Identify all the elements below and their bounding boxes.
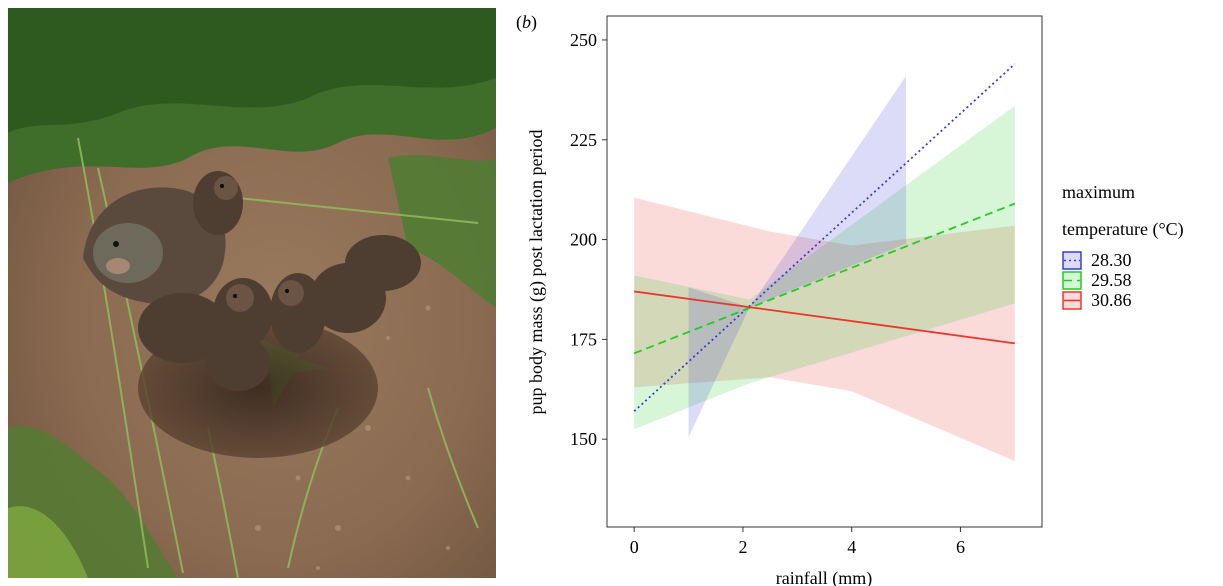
- legend-title-line2: temperature (°C): [1062, 219, 1184, 240]
- panel-b-label: (b): [516, 12, 537, 33]
- y-axis-label: pup body mass (g) post lactation period: [526, 130, 547, 415]
- mongoose-photo: [8, 8, 496, 578]
- ribbon-30-86: [634, 197, 1015, 462]
- x-tick-label: 6: [956, 537, 965, 557]
- x-tick-label: 0: [630, 537, 639, 557]
- legend-title-line1: maximum: [1062, 182, 1135, 202]
- x-tick-label: 4: [847, 537, 856, 557]
- y-tick-label: 150: [570, 429, 597, 449]
- legend-label-29-58: 29.58: [1091, 270, 1132, 290]
- plot-panel: [606, 15, 1043, 528]
- ribbon-29-58: [634, 105, 1015, 430]
- confidence-ribbons: [634, 75, 1015, 462]
- legend-label-28-30: 28.30: [1091, 250, 1132, 270]
- y-tick-label: 250: [570, 30, 597, 50]
- x-tick-label: 2: [738, 537, 747, 557]
- legend-key-28-30: [1062, 251, 1082, 270]
- ribbon-28-30: [688, 75, 907, 438]
- x-axis: 0 2 4 6: [630, 527, 965, 557]
- mongoose-photo-drawing: [8, 8, 496, 578]
- series-lines: [633, 63, 1016, 412]
- y-tick-label: 175: [570, 329, 597, 349]
- x-axis-label: rainfall (mm): [776, 568, 872, 586]
- line-28-30: [633, 63, 1016, 412]
- y-axis: 150 175 200 225 250: [570, 30, 607, 449]
- y-tick-label: 225: [570, 130, 597, 150]
- y-tick-label: 200: [570, 230, 597, 250]
- line-30-86: [634, 290, 1015, 345]
- legend-label-30-86: 30.86: [1091, 290, 1132, 310]
- line-29-58: [633, 202, 1016, 355]
